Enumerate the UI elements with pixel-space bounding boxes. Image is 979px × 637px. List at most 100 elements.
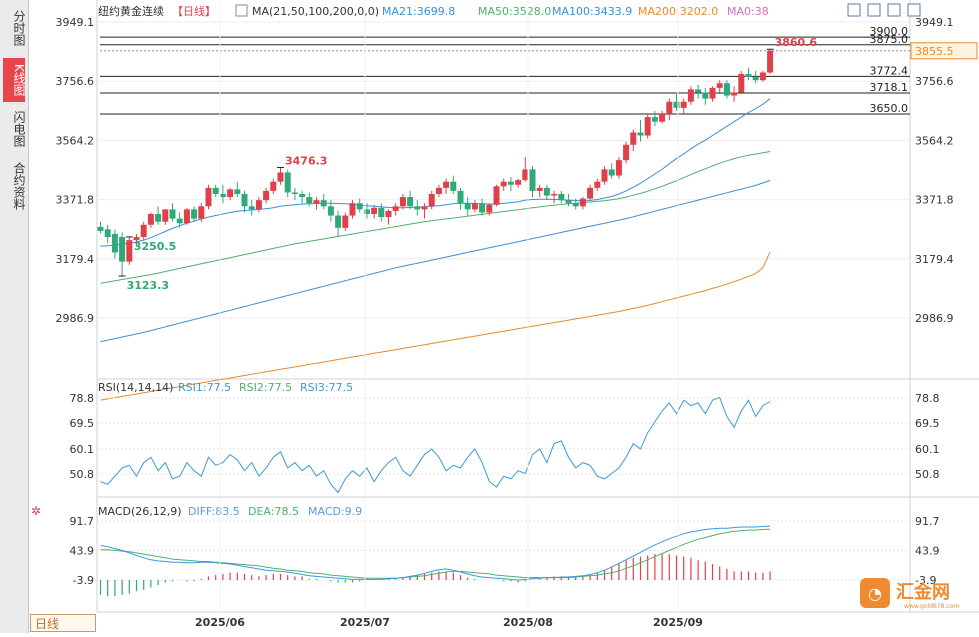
price-tick-right: 3371.8 — [915, 194, 954, 207]
ma-toggle-icon[interactable] — [235, 4, 248, 17]
candle-body — [695, 89, 702, 93]
macd-diff-value: DIFF:83.5 — [188, 505, 240, 518]
rsi1-value: RSI1:77.5 — [178, 381, 231, 394]
candle-body — [277, 172, 284, 182]
candle-body — [212, 187, 219, 194]
sidebar-tab-2[interactable]: 闪电图 — [12, 111, 26, 147]
candle-body — [147, 213, 154, 225]
candle-body — [248, 206, 255, 210]
watermark-text: 汇金网 — [896, 581, 950, 603]
x-tick-label: 2025/07 — [340, 616, 390, 629]
annotation-label: 3123.3 — [127, 279, 169, 292]
candle-body — [587, 187, 594, 199]
candle-body — [594, 181, 601, 188]
ma100-line — [100, 180, 771, 343]
rsi-label: RSI(14,14,14) — [98, 381, 173, 394]
macd-dea-value: DEA:78.5 — [248, 505, 299, 518]
sidebar-tab-0[interactable]: 分时图 — [12, 10, 26, 46]
close-icon[interactable] — [907, 3, 921, 17]
candle-body — [327, 206, 334, 216]
timeframe-select[interactable]: 日线 — [30, 614, 96, 632]
rsi3-value: RSI3:77.5 — [300, 381, 353, 394]
candle-body — [630, 132, 637, 145]
candle-body — [529, 169, 536, 191]
zoom-in-icon[interactable] — [847, 3, 861, 17]
candle-body — [623, 144, 630, 161]
macd-label: MACD(26,12,9) — [98, 505, 182, 518]
candle-body — [486, 204, 493, 213]
watermark-logo-glyph: ◔ — [868, 584, 882, 603]
candle-body — [363, 209, 370, 214]
candle-body — [572, 203, 579, 207]
sidebar-tab-3[interactable]: 合约资料 — [12, 162, 26, 210]
x-tick-label: 2025/06 — [195, 616, 245, 629]
candle-body — [191, 209, 198, 219]
candle-body — [450, 181, 457, 191]
chart-title: 纽约黄金连续 — [98, 4, 164, 18]
sidebar-tab-1[interactable]: K线图 — [3, 58, 26, 102]
candle-body — [759, 72, 766, 81]
candle-body — [536, 187, 543, 191]
ma50-line — [100, 151, 771, 284]
candle-body — [731, 92, 738, 96]
level-label: 3900.0 — [870, 25, 909, 38]
candle-body — [198, 206, 205, 219]
candle-body — [284, 172, 291, 193]
chart-area[interactable]: 纽约黄金连续 【日线】 MA(21,50,100,200,0,0) MA21:3699… — [30, 0, 979, 633]
candle-body — [716, 83, 723, 88]
candle-body — [507, 181, 514, 185]
candle-body — [119, 237, 126, 262]
last-price-box — [910, 42, 978, 60]
candle-body — [241, 193, 248, 207]
candle-body — [471, 203, 478, 210]
candle-body — [709, 87, 716, 99]
macd-settings-icon[interactable]: ✲ — [31, 504, 41, 518]
candle-body — [399, 197, 406, 207]
watermark-logo — [860, 578, 890, 608]
candle-body — [767, 50, 774, 73]
candle-body — [342, 215, 349, 228]
rsi-tick-right: 50.8 — [915, 468, 940, 481]
candle-body — [205, 187, 212, 207]
candle-body — [162, 209, 169, 222]
candle-body — [320, 200, 327, 207]
candle-body — [428, 193, 435, 207]
price-tick-right: 2986.9 — [915, 312, 954, 325]
level-label: 3772.4 — [870, 64, 909, 77]
kline-chart[interactable]: 纽约黄金连续 【日线】 MA(21,50,100,200,0,0) MA21:3699… — [30, 0, 979, 633]
candle-body — [126, 240, 133, 262]
candle-body — [313, 200, 320, 204]
candle-body — [104, 229, 111, 238]
ma0-value: MA0:38 — [727, 5, 769, 18]
candle-body — [565, 200, 572, 204]
macd-tick-right: 91.7 — [915, 515, 940, 528]
candle-body — [335, 215, 342, 228]
ma-label: MA(21,50,100,200,0,0) — [252, 5, 379, 18]
candle-body — [270, 181, 277, 191]
candle-body — [752, 77, 759, 81]
candle-body — [169, 209, 176, 219]
candle-body — [155, 213, 162, 222]
rsi-tick-right: 78.8 — [915, 392, 940, 405]
candle-body — [421, 206, 428, 210]
candle-body — [97, 226, 104, 231]
candle-body — [306, 197, 313, 204]
period-label: 【日线】 — [172, 4, 216, 18]
restore-icon[interactable] — [887, 3, 901, 17]
annotation-label: 3860.6 — [775, 36, 818, 49]
candle-body — [392, 206, 399, 211]
rsi-tick-left: 69.5 — [70, 417, 95, 430]
candle-body — [651, 117, 658, 122]
ma21-line — [100, 98, 771, 247]
sidebar: 分时图 K线图闪电图合约资料 — [0, 0, 29, 633]
watermark-sub: www.gold678.com — [904, 603, 959, 610]
candle-body — [414, 206, 421, 210]
candle-body — [543, 187, 550, 196]
candle-body — [500, 181, 507, 187]
candle-body — [558, 193, 565, 201]
candle-body — [738, 74, 745, 93]
candle-body — [378, 207, 385, 218]
annotation-label: 3250.5 — [134, 240, 176, 253]
zoom-out-icon[interactable] — [867, 3, 881, 17]
candle-body — [371, 207, 378, 214]
